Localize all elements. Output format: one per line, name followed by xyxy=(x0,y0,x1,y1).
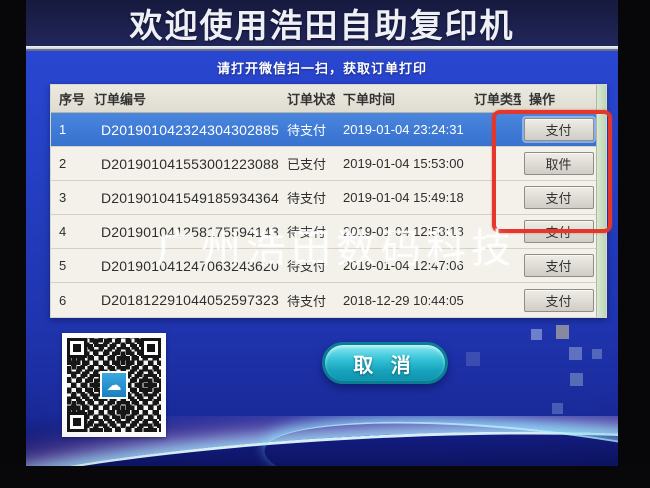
cell-status: 待支付 xyxy=(287,259,327,274)
decor-square xyxy=(556,325,569,339)
table-row[interactable]: 4 D201901041258175594143 待支付 2019-01-04 … xyxy=(51,215,606,249)
cell-time: 2019-01-04 12:58:18 xyxy=(343,224,464,239)
qr-center-logo: ☁ xyxy=(100,371,128,399)
cell-time: 2019-01-04 15:49:18 xyxy=(343,190,464,205)
qr-finder-icon xyxy=(67,338,87,358)
header-divider xyxy=(26,46,618,51)
col-header-index: 序号 xyxy=(59,92,86,107)
table-row[interactable]: 1 D201901042324304302885 待支付 2019-01-04 … xyxy=(51,113,606,147)
monitor-bezel xyxy=(0,466,650,488)
pay-button[interactable]: 支付 xyxy=(523,186,594,209)
cell-time: 2019-01-04 23:24:31 xyxy=(343,122,464,137)
cell-status: 待支付 xyxy=(287,191,327,206)
decor-square xyxy=(569,347,582,360)
pickup-button[interactable]: 取件 xyxy=(523,152,594,175)
qr-finder-icon xyxy=(141,338,161,358)
title-bar: 欢迎使用浩田自助复印机 xyxy=(26,0,618,46)
cell-index: 5 xyxy=(59,258,67,273)
cell-index: 2 xyxy=(59,156,67,171)
cell-index: 4 xyxy=(59,224,67,239)
table-header-row: 序号 订单编号 订单状态 下单时间 订单类型 操作 xyxy=(51,85,606,113)
cell-order-no: D201901041553001223088 xyxy=(101,155,279,172)
col-header-time: 下单时间 xyxy=(343,92,396,107)
table-row[interactable]: 2 D201901041553001223088 已支付 2019-01-04 … xyxy=(51,147,606,181)
decor-square xyxy=(570,373,583,386)
pay-button[interactable]: 支付 xyxy=(523,220,594,243)
table-scrollbar[interactable] xyxy=(596,85,606,317)
qr-finder-icon xyxy=(67,412,87,432)
cell-order-no: D201901041247063243620 xyxy=(101,257,279,274)
cell-time: 2019-01-04 15:53:00 xyxy=(343,156,464,171)
table-row[interactable]: 5 D201901041247063243620 待支付 2019-01-04 … xyxy=(51,249,606,283)
kiosk-screen: 欢迎使用浩田自助复印机 请打开微信扫一扫，获取订单打印 序号 订单编号 订单状态… xyxy=(26,0,618,466)
cell-order-no: D201901041258175594143 xyxy=(101,223,279,240)
cloud-icon: ☁ xyxy=(106,376,122,394)
cell-order-no: D201812291044052597323 xyxy=(101,292,279,308)
pay-button[interactable]: 支付 xyxy=(523,254,594,277)
decor-square xyxy=(592,349,602,359)
page-title: 欢迎使用浩田自助复印机 xyxy=(129,7,515,44)
wechat-qr-code: ☁ xyxy=(62,333,166,437)
orders-table: 序号 订单编号 订单状态 下单时间 订单类型 操作 1 D20190104232… xyxy=(50,84,607,318)
cell-time: 2019-01-04 12:47:06 xyxy=(343,258,464,273)
decor-square xyxy=(531,329,542,340)
table-row[interactable]: 3 D201901041549185934364 待支付 2019-01-04 … xyxy=(51,181,606,215)
cell-status: 待支付 xyxy=(287,225,327,240)
decor-square xyxy=(552,403,563,414)
cell-index: 6 xyxy=(59,292,67,308)
cancel-button[interactable]: 取 消 xyxy=(322,342,448,384)
decor-square xyxy=(466,352,480,366)
pay-button[interactable]: 支付 xyxy=(523,118,594,141)
col-header-type: 订单类型 xyxy=(474,92,521,107)
col-header-action: 操作 xyxy=(529,92,556,107)
pay-button[interactable]: 支付 xyxy=(523,288,594,312)
col-header-order: 订单编号 xyxy=(94,92,147,107)
cell-index: 3 xyxy=(59,190,67,205)
col-header-status: 订单状态 xyxy=(287,92,335,107)
cell-order-no: D201901042324304302885 xyxy=(101,121,279,138)
cell-status: 已支付 xyxy=(287,157,327,172)
cell-index: 1 xyxy=(59,122,67,137)
cell-time: 2018-12-29 10:44:05 xyxy=(343,292,464,308)
cell-status: 待支付 xyxy=(287,123,327,138)
cell-order-no: D201901041549185934364 xyxy=(101,189,279,206)
cell-status: 待支付 xyxy=(287,293,327,309)
instruction-text: 请打开微信扫一扫，获取订单打印 xyxy=(216,61,427,76)
table-row[interactable]: 6 D201812291044052597323 待支付 2018-12-29 … xyxy=(51,283,606,317)
